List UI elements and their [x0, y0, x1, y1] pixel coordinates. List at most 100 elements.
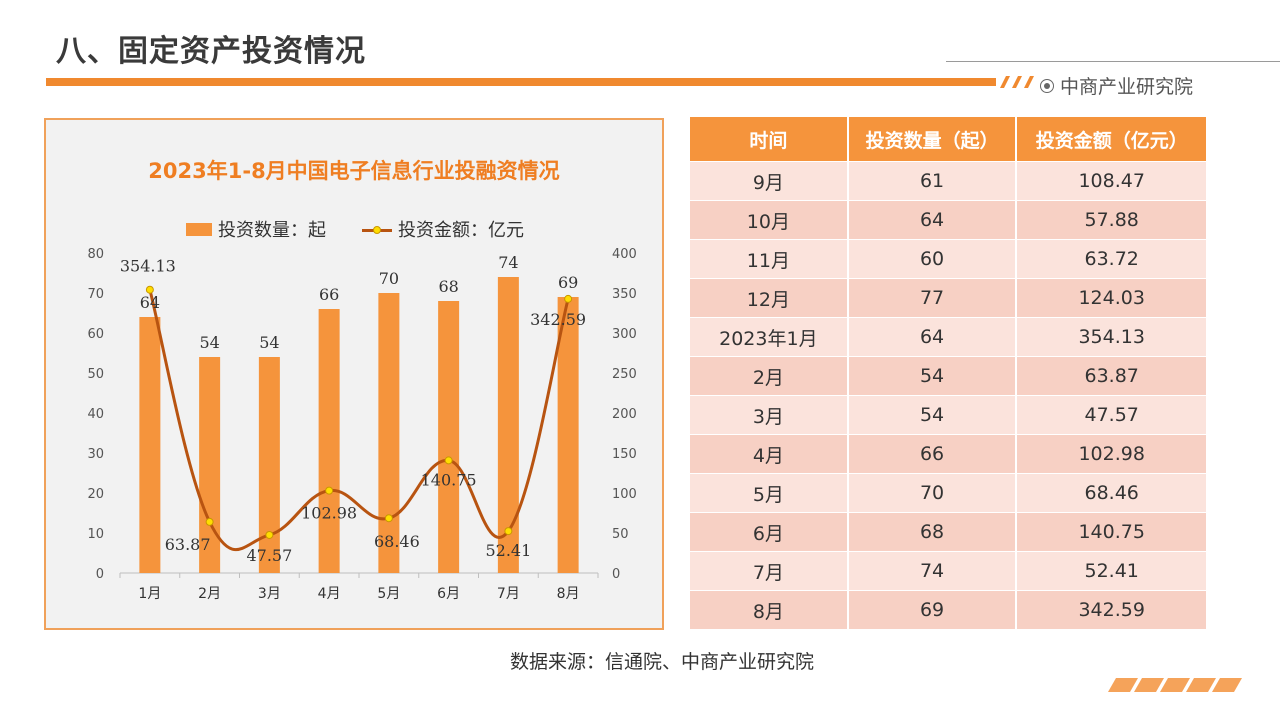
table-row: 12月 77 124.03: [690, 278, 1206, 318]
y-right-tick-label: 350: [612, 287, 637, 302]
table-cell-amount: 354.13: [1016, 317, 1206, 357]
line-data-label: 102.98: [301, 504, 357, 523]
table-cell-time: 10月: [690, 200, 849, 240]
line-data-label: 47.57: [246, 546, 292, 565]
x-tick-label: 5月: [377, 586, 400, 602]
table-row: 4月 66 102.98: [690, 434, 1206, 474]
table-cell-count: 69: [847, 590, 1018, 629]
table-row: 2023年1月 64 354.13: [690, 317, 1206, 357]
table-cell-amount: 63.87: [1016, 356, 1206, 396]
y-right-tick-label: 200: [612, 407, 637, 422]
table-cell-amount: 63.72: [1016, 239, 1206, 279]
line-point-marker: [325, 486, 334, 495]
y-right-tick-label: 0: [612, 567, 620, 582]
table-cell-amount: 47.57: [1016, 395, 1206, 435]
table-header-count: 投资数量（起）: [847, 117, 1018, 162]
corner-stripe-decoration: [1108, 678, 1242, 692]
slide-title: 八、固定资产投资情况: [56, 34, 366, 69]
table-cell-time: 2月: [690, 356, 849, 396]
table-cell-time: 3月: [690, 395, 849, 435]
legend-line-label: 投资金额：亿元: [398, 220, 524, 241]
bar-mark: [438, 301, 460, 573]
chart-title: 2023年1-8月中国电子信息行业投融资情况: [148, 159, 560, 183]
table-cell-amount: 108.47: [1016, 161, 1206, 201]
table-cell-amount: 140.75: [1016, 512, 1206, 552]
y-left-tick-label: 0: [96, 567, 104, 582]
table-cell-count: 64: [847, 317, 1018, 357]
table-row: 9月 61 108.47: [690, 161, 1206, 201]
table-cell-amount: 124.03: [1016, 278, 1206, 318]
x-tick-label: 8月: [557, 586, 580, 602]
table-header-time: 时间: [690, 117, 849, 162]
line-data-label: 140.75: [421, 470, 477, 489]
y-left-tick-label: 30: [87, 447, 104, 462]
line-data-label: 52.41: [485, 541, 531, 560]
table-header-row: 时间 投资数量（起） 投资金额（亿元）: [690, 117, 1206, 162]
table-cell-count: 66: [847, 434, 1018, 474]
brand-circle-icon: [1040, 78, 1054, 93]
table-cell-amount: 68.46: [1016, 473, 1206, 513]
legend-bar-label: 投资数量：起: [218, 220, 326, 241]
bar-mark: [318, 309, 340, 573]
legend-item-line: 投资金额：亿元: [362, 216, 524, 242]
data-table: 时间 投资数量（起） 投资金额（亿元） 9月 61 108.47 10月 64 57.88…: [690, 117, 1206, 629]
table-row: 10月 64 57.88: [690, 200, 1206, 240]
table-cell-time: 8月: [690, 590, 849, 629]
y-left-tick-label: 80: [87, 247, 104, 262]
table-cell-count: 54: [847, 356, 1018, 396]
table-cell-count: 68: [847, 512, 1018, 552]
table-row: 6月 68 140.75: [690, 512, 1206, 552]
y-left-tick-label: 20: [87, 487, 104, 502]
header-thin-line: [946, 61, 1280, 62]
data-source-note: 数据来源：信通院、中商产业研究院: [510, 651, 815, 673]
table-row: 2月 54 63.87: [690, 356, 1206, 396]
y-left-tick-label: 50: [87, 367, 104, 382]
table-cell-count: 70: [847, 473, 1018, 513]
table-cell-time: 11月: [690, 239, 849, 279]
table-row: 5月 70 68.46: [690, 473, 1206, 513]
table-row: 11月 60 63.72: [690, 239, 1206, 279]
table-cell-time: 9月: [690, 161, 849, 201]
x-tick-label: 3月: [258, 586, 281, 602]
line-point-marker: [205, 517, 214, 526]
chart-panel: 2023年1-8月中国电子信息行业投融资情况 投资数量：起 投资金额：亿元 0 1…: [44, 118, 664, 630]
bar-mark: [378, 293, 400, 573]
table-cell-count: 77: [847, 278, 1018, 318]
table-cell-time: 12月: [690, 278, 849, 318]
y-left-tick-label: 60: [87, 327, 104, 342]
bar-data-label: 64: [140, 293, 160, 312]
table-cell-amount: 57.88: [1016, 200, 1206, 240]
line-point-marker: [564, 294, 573, 303]
y-right-tick-label: 50: [612, 527, 629, 542]
title-slash-decoration: [1000, 76, 1034, 88]
table-cell-count: 61: [847, 161, 1018, 201]
x-tick-label: 6月: [437, 586, 460, 602]
line-point-marker: [384, 514, 393, 523]
y-right-tick-label: 400: [612, 247, 637, 262]
table-cell-count: 60: [847, 239, 1018, 279]
line-data-label: 68.46: [374, 532, 420, 551]
bar-mark: [258, 357, 280, 573]
line-point-marker: [265, 530, 274, 539]
table-cell-count: 74: [847, 551, 1018, 591]
line-point-marker: [444, 456, 453, 465]
table-row: 8月 69 342.59: [690, 590, 1206, 629]
table-cell-time: 5月: [690, 473, 849, 513]
y-right-tick-label: 100: [612, 487, 637, 502]
bar-data-label: 70: [379, 269, 399, 288]
bar-mark: [557, 297, 579, 573]
table-header-amount: 投资金额（亿元）: [1016, 117, 1206, 162]
brand-mark: 中商产业研究院: [1040, 72, 1193, 99]
line-data-label: 63.87: [165, 535, 211, 554]
legend-item-bar: 投资数量：起: [186, 216, 326, 242]
bar-data-label: 54: [199, 333, 219, 352]
y-right-tick-label: 250: [612, 367, 637, 382]
bar-mark: [199, 357, 221, 573]
y-right-tick-label: 300: [612, 327, 637, 342]
table-cell-amount: 342.59: [1016, 590, 1206, 629]
bar-mark: [139, 317, 161, 573]
chart-legend: 投资数量：起 投资金额：亿元: [186, 216, 524, 242]
bar-data-label: 66: [319, 285, 339, 304]
x-tick-label: 1月: [138, 586, 161, 602]
bar-mark: [497, 277, 519, 573]
